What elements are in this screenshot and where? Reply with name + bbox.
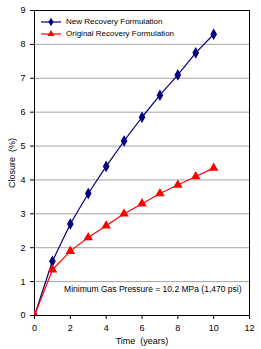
svg-text:8: 8 bbox=[20, 39, 25, 49]
svg-text:0: 0 bbox=[32, 323, 37, 333]
svg-text:5: 5 bbox=[20, 141, 25, 151]
svg-text:4: 4 bbox=[20, 175, 25, 185]
svg-text:3: 3 bbox=[20, 209, 25, 219]
svg-text:7: 7 bbox=[20, 73, 25, 83]
svg-text:1: 1 bbox=[20, 276, 25, 286]
svg-text:12: 12 bbox=[244, 323, 254, 333]
svg-text:Minimum Gas Pressure = 10.2 MP: Minimum Gas Pressure = 10.2 MPa (1,470 p… bbox=[64, 284, 242, 294]
html-text:New Recovery Formulation: New Recovery Formulation bbox=[66, 17, 163, 26]
svg-text:6: 6 bbox=[20, 107, 25, 117]
svg-text:2: 2 bbox=[20, 243, 25, 253]
svg-text:6: 6 bbox=[139, 323, 144, 333]
svg-text:9: 9 bbox=[20, 5, 25, 15]
svg-text:2: 2 bbox=[68, 323, 73, 333]
html-text:Original Recovery Formulation: Original Recovery Formulation bbox=[66, 29, 174, 38]
svg-text:Closure (%): Closure (%) bbox=[7, 138, 17, 188]
svg-text:10: 10 bbox=[209, 323, 219, 333]
svg-text:Time (years): Time (years) bbox=[116, 336, 169, 346]
svg-text:0: 0 bbox=[20, 310, 25, 320]
svg-text:8: 8 bbox=[175, 323, 180, 333]
svg-text:4: 4 bbox=[104, 323, 109, 333]
